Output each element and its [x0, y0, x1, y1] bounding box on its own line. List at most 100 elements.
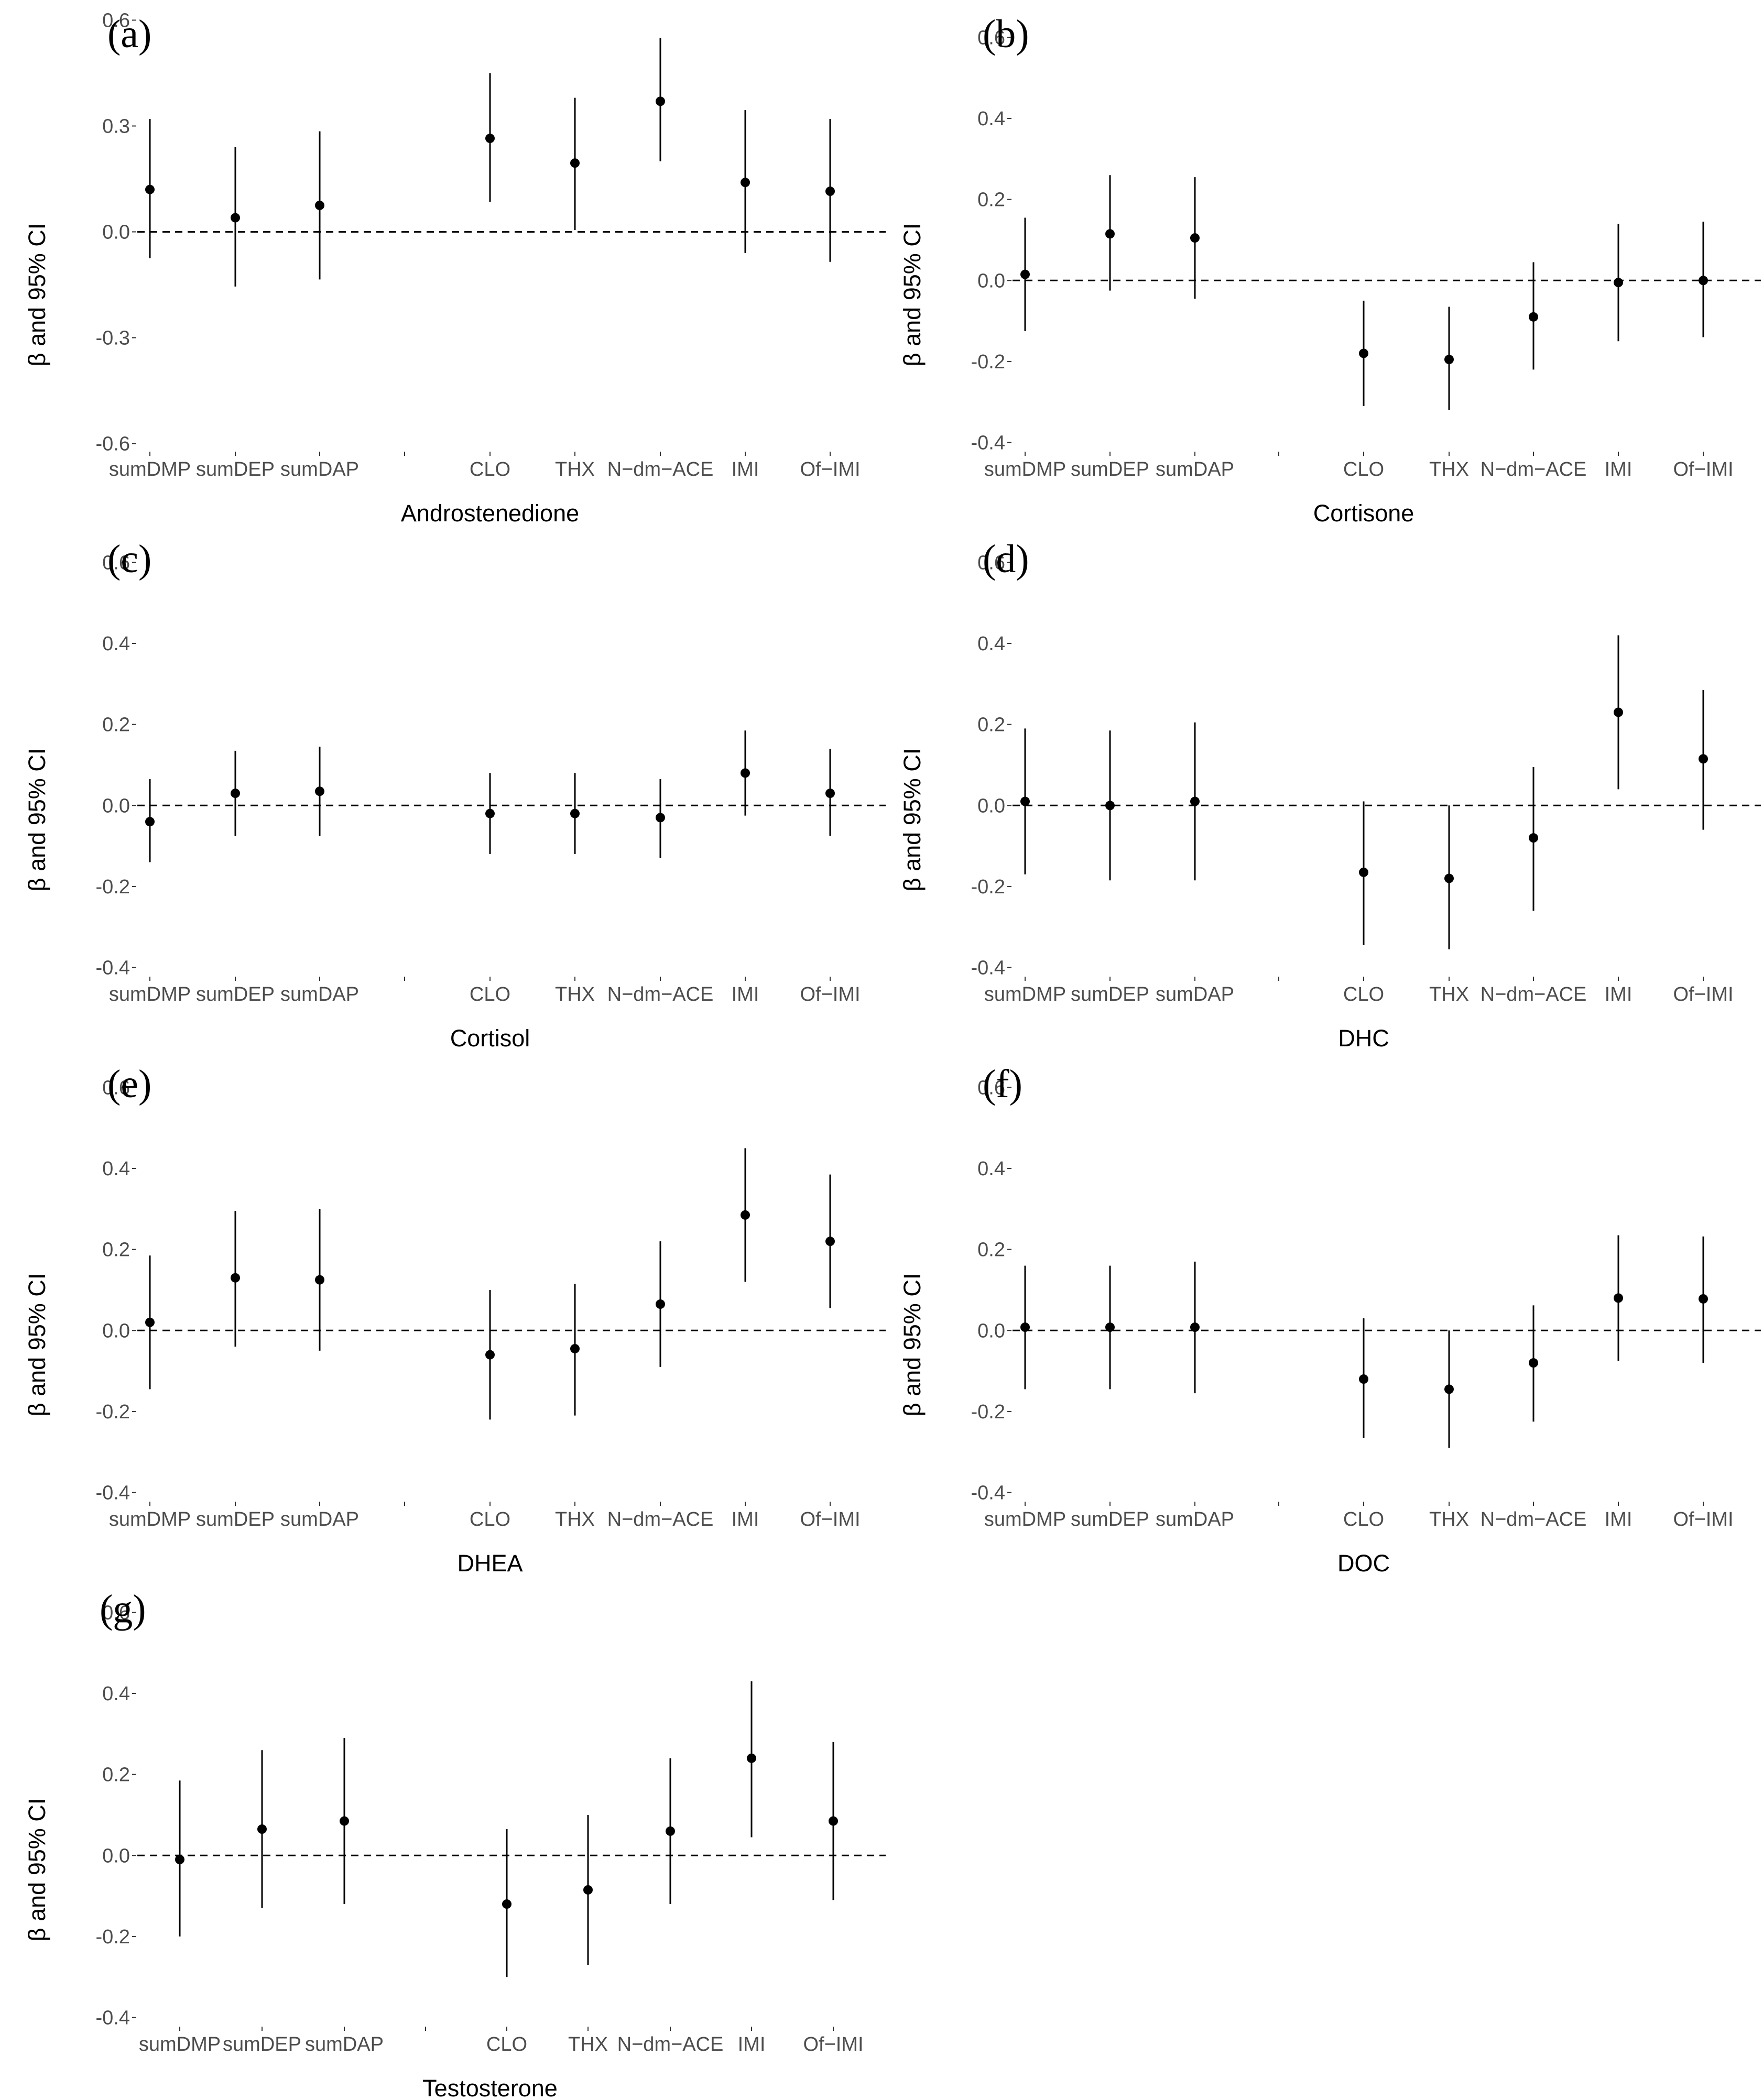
point-estimate	[175, 1855, 184, 1865]
point-estimate	[315, 200, 324, 210]
x-tick-label: IMI	[732, 1508, 759, 1530]
x-tick-label: N−dm−ACE	[1481, 458, 1587, 480]
y-tick-label: 0.2	[977, 1239, 1005, 1261]
x-tick-label: N−dm−ACE	[607, 458, 714, 480]
x-tick-label: CLO	[470, 983, 510, 1005]
y-tick-label: -0.2	[971, 1401, 1005, 1423]
point-estimate	[485, 134, 495, 144]
point-estimate	[1614, 1293, 1623, 1303]
point-estimate	[1020, 796, 1030, 806]
x-tick-label: IMI	[1605, 1508, 1633, 1530]
x-axis-title: DHEA	[457, 1550, 523, 1577]
point-estimate	[315, 786, 324, 796]
point-estimate	[741, 1210, 750, 1220]
point-estimate	[1105, 801, 1115, 811]
y-tick-label: -0.6	[96, 433, 130, 455]
y-tick-label: 0.4	[977, 1158, 1005, 1180]
point-estimate	[1614, 278, 1623, 288]
point-estimate	[583, 1885, 593, 1895]
x-tick-label: CLO	[1343, 458, 1384, 480]
x-tick-label: Of−IMI	[800, 983, 860, 1005]
y-tick-label: 0.6	[102, 552, 130, 574]
x-tick-label: N−dm−ACE	[1481, 983, 1587, 1005]
panel-tag: (b)	[983, 12, 1029, 56]
panel-tag: (f)	[983, 1062, 1022, 1106]
point-estimate	[1020, 1322, 1030, 1332]
x-tick-label: sumDMP	[109, 983, 191, 1005]
point-estimate	[1190, 233, 1200, 243]
point-estimate	[1190, 1322, 1200, 1332]
point-estimate	[741, 768, 750, 778]
x-tick-label: THX	[1429, 983, 1469, 1005]
point-estimate	[315, 1275, 324, 1285]
point-estimate	[340, 1816, 349, 1826]
y-tick-label: 0.0	[977, 1320, 1005, 1342]
point-estimate	[1529, 312, 1538, 322]
x-tick-label: THX	[1429, 1508, 1469, 1530]
x-tick-label: Of−IMI	[800, 1508, 860, 1530]
x-tick-label: sumDEP	[1071, 983, 1149, 1005]
x-tick-label: sumDMP	[984, 458, 1066, 480]
y-tick-label: 0.4	[102, 1683, 130, 1705]
x-tick-label: THX	[555, 1508, 595, 1530]
y-tick-label: -0.2	[96, 1401, 130, 1423]
y-tick-label: 0.0	[977, 795, 1005, 817]
y-tick-label: 0.0	[977, 270, 1005, 292]
x-tick-label: sumDMP	[984, 983, 1066, 1005]
point-estimate	[231, 1273, 240, 1283]
x-axis-title: Cortisone	[1313, 500, 1414, 527]
panel-tag: (g)	[100, 1587, 146, 1631]
y-tick-label: -0.2	[971, 876, 1005, 898]
x-tick-label: sumDAP	[280, 983, 359, 1005]
y-tick-label: -0.4	[971, 957, 1005, 979]
x-tick-label: IMI	[732, 458, 759, 480]
y-axis-title: β and 95% CI	[24, 223, 50, 367]
x-tick-label: sumDMP	[109, 1508, 191, 1530]
point-estimate	[1105, 1322, 1115, 1332]
x-tick-label: CLO	[470, 458, 510, 480]
y-axis-title: β and 95% CI	[899, 748, 926, 892]
point-estimate	[1359, 348, 1368, 358]
x-tick-label: sumDAP	[305, 2033, 384, 2055]
x-tick-label: CLO	[1343, 1508, 1384, 1530]
panel-tag: (d)	[983, 537, 1029, 581]
x-axis-title: Testosterone	[422, 2075, 558, 2100]
point-estimate	[825, 1237, 835, 1246]
point-estimate	[485, 1350, 495, 1360]
point-estimate	[1105, 229, 1115, 239]
y-tick-label: 0.6	[977, 1077, 1005, 1099]
x-tick-label: N−dm−ACE	[1481, 1508, 1587, 1530]
y-tick-label: 0.6	[977, 27, 1005, 49]
x-tick-label: IMI	[1605, 458, 1633, 480]
x-tick-label: THX	[555, 983, 595, 1005]
x-tick-label: sumDEP	[196, 1508, 275, 1530]
x-tick-label: sumDMP	[139, 2033, 221, 2055]
y-tick-label: 0.4	[102, 633, 130, 655]
x-tick-label: Of−IMI	[800, 458, 860, 480]
x-tick-label: N−dm−ACE	[607, 1508, 714, 1530]
x-tick-label: THX	[555, 458, 595, 480]
point-estimate	[231, 789, 240, 799]
point-estimate	[570, 808, 580, 818]
y-tick-label: 0.0	[102, 795, 130, 817]
y-tick-label: -0.4	[971, 1482, 1005, 1504]
x-tick-label: IMI	[1605, 983, 1633, 1005]
x-tick-label: CLO	[486, 2033, 527, 2055]
point-estimate	[485, 808, 495, 818]
y-tick-label: 0.3	[102, 115, 130, 137]
y-tick-label: -0.4	[971, 432, 1005, 454]
x-tick-label: sumDEP	[1071, 458, 1149, 480]
point-estimate	[145, 817, 155, 827]
y-tick-label: 0.4	[977, 108, 1005, 130]
y-axis-title: β and 95% CI	[24, 1273, 50, 1417]
y-tick-label: -0.2	[96, 876, 130, 898]
x-tick-label: sumDAP	[280, 1508, 359, 1530]
point-estimate	[502, 1899, 512, 1909]
x-tick-label: sumDAP	[1156, 983, 1234, 1005]
x-tick-label: CLO	[470, 1508, 510, 1530]
x-tick-label: N−dm−ACE	[617, 2033, 724, 2055]
